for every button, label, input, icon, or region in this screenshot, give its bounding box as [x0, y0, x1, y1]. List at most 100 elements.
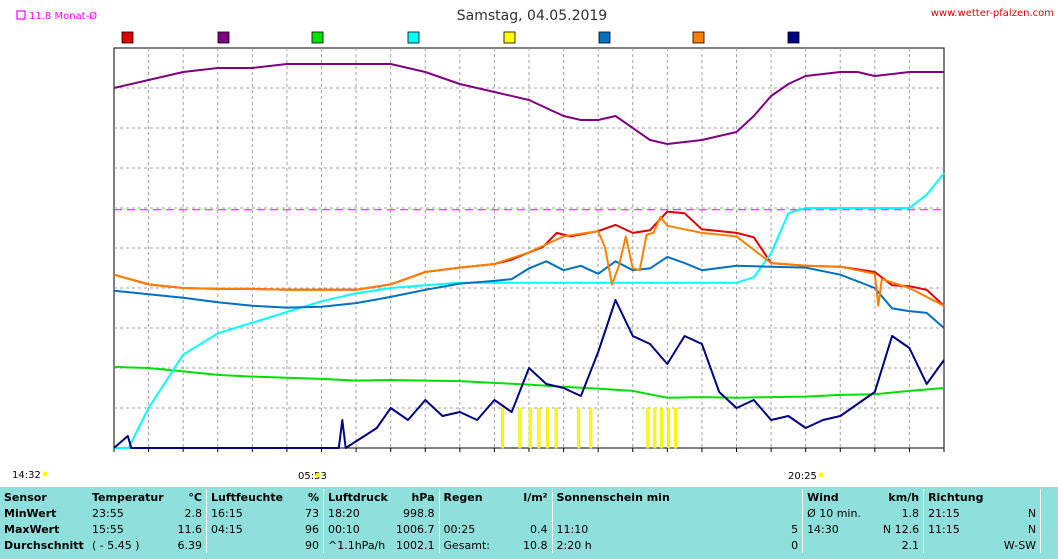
stats-filler: [1041, 537, 1058, 553]
header-luftdruck: Luftdruck: [328, 490, 388, 504]
stats-row-max: MaxWert 15:55 11.6 04:15 96 00:10 1006.7…: [0, 521, 1058, 537]
legend-swatch-2: [311, 31, 324, 44]
stats-header-row: Sensor Temperatur °C Luftfeuchte % Luftd…: [0, 489, 1058, 505]
header-sonnenschein: Sonnenschein min: [552, 489, 804, 505]
max-temp-value: 11.6: [168, 521, 207, 537]
grid: [114, 48, 944, 448]
max-sun-time: 11:10: [556, 522, 589, 536]
min-dir-value: N: [992, 505, 1042, 521]
stats-filler: [1041, 521, 1058, 537]
min-press-time: 18:20: [328, 506, 360, 520]
sunshine-bar: [577, 407, 581, 449]
sunshine-bar: [646, 407, 650, 449]
series-line-windben: [113, 299, 945, 449]
sunshine-bar: [518, 407, 522, 449]
weather-chart: Samstag, 04.05.2019 www.wetter-pfalzen.c…: [12, 8, 1054, 482]
max-hum-time: 04:15: [211, 522, 243, 536]
now-label: 14:32: [12, 470, 41, 481]
sunset-label: 20:25: [788, 471, 817, 482]
avg-dir-value: W-SW: [992, 537, 1042, 553]
source-link[interactable]: www.wetter-pfalzen.com: [931, 8, 1054, 19]
stats-row-min: MinWert 23:55 2.8 16:15 73 18:20 998.8 Ø…: [0, 505, 1058, 521]
sunshine-bar: [546, 407, 550, 449]
header-hum-unit: %: [293, 489, 324, 505]
total-rain-label: Gesamt:: [443, 538, 491, 552]
series-line-luftfeuchte: [113, 63, 944, 145]
row-label-avg: Durchschnitt: [4, 538, 84, 552]
sunshine-bar: [653, 407, 657, 449]
avg-dir-extra: [924, 537, 993, 553]
month-avg-icon: [16, 10, 26, 20]
series: [113, 63, 945, 449]
header-regen: Regen: [443, 490, 483, 504]
min-temp-value: 2.8: [168, 505, 207, 521]
statistics-panel: Sensor Temperatur °C Luftfeuchte % Luftd…: [0, 487, 1058, 559]
min-sun-time: [552, 505, 737, 521]
sunshine-bar: [537, 407, 541, 449]
sunshine-bar: [528, 407, 532, 449]
legend-swatch-1: [217, 31, 230, 44]
legend-swatch-7: [787, 31, 800, 44]
max-press-time: 00:10: [328, 522, 360, 536]
legend: [121, 31, 800, 44]
header-temperatur: Temperatur: [92, 490, 164, 504]
max-sun-value: 5: [736, 521, 804, 537]
min-rain-value: [507, 505, 553, 521]
avg-hum-extra: [207, 537, 294, 553]
max-dir-value: N: [992, 521, 1042, 537]
sun-icon-sunrise: [315, 472, 321, 478]
sunshine-bar: [501, 407, 505, 449]
month-avg-label: 11.8 Monat-Ø: [29, 10, 97, 22]
sun-icon-now: [42, 471, 48, 477]
sunshine-bar: [589, 407, 593, 449]
legend-swatch-6: [692, 31, 705, 44]
min-sun-value: [736, 505, 804, 521]
header-wind: Wind: [807, 490, 839, 504]
legend-swatch-4: [503, 31, 516, 44]
min-wind-label: Ø 10 min.: [807, 506, 861, 520]
max-wind-value: N 12.6: [871, 521, 925, 537]
legend-swatch-0: [121, 31, 134, 44]
statistics-table: Sensor Temperatur °C Luftfeuchte % Luftd…: [0, 489, 1058, 553]
min-temp-time: 23:55: [92, 506, 124, 520]
avg-temp-extra: ( - 5.45 ): [92, 538, 140, 552]
sunshine-bar: [667, 407, 671, 449]
max-hum-value: 96: [293, 521, 324, 537]
stats-row-avg: Durchschnitt ( - 5.45 ) 6.39 90 ^1.1hPa/…: [0, 537, 1058, 553]
sunshine-bar: [674, 407, 677, 449]
sun-icon-sunset: [818, 472, 824, 478]
avg-hum-value: 90: [293, 537, 324, 553]
min-hum-value: 73: [293, 505, 324, 521]
avg-wind-extra: [803, 537, 872, 553]
header-richtung-dir: [992, 489, 1042, 505]
row-label-min: MinWert: [4, 506, 57, 520]
max-rain-time: 00:25: [443, 522, 476, 536]
stats-filler: [1041, 505, 1058, 521]
stats-filler: [1041, 489, 1058, 505]
sunrise-label: 05:53: [298, 471, 327, 482]
sunshine-bar: [660, 407, 664, 449]
header-luftfeuchte: Luftfeuchte: [211, 490, 284, 504]
legend-swatch-5: [598, 31, 611, 44]
series-line-regen: [114, 172, 945, 449]
header-sensor: Sensor: [4, 490, 47, 504]
avg-press-trend: ^1.1hPa/h: [328, 538, 386, 552]
header-wind-unit: km/h: [871, 489, 925, 505]
max-temp-time: 15:55: [92, 522, 124, 536]
total-sun-hours: 2:20 h: [556, 538, 592, 552]
chart-title: Samstag, 04.05.2019: [457, 8, 607, 24]
min-wind-value: 1.8: [871, 505, 925, 521]
header-richtung: Richtung: [928, 490, 984, 504]
min-dir-time: 21:15: [928, 506, 960, 520]
series-line-taupunkt: [113, 255, 945, 329]
total-rain-value: 10.8: [507, 537, 553, 553]
avg-press-value: 1002.1: [392, 537, 440, 553]
avg-temp-value: 6.39: [168, 537, 207, 553]
series-line-luftdruck: [113, 365, 945, 399]
min-press-value: 998.8: [392, 505, 440, 521]
max-rain-value: 0.4: [507, 521, 553, 537]
max-dir-time: 11:15: [928, 522, 960, 536]
min-rain-time: [439, 505, 508, 521]
series-line-windchill: [113, 215, 945, 307]
row-label-max: MaxWert: [4, 522, 60, 536]
